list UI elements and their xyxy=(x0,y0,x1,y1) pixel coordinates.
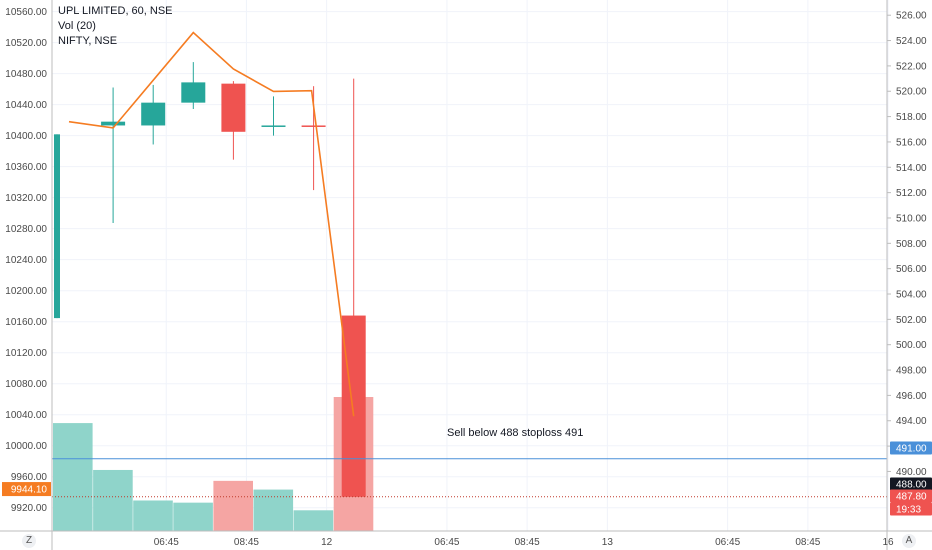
time-axis-tick-label: 12 xyxy=(321,537,333,548)
right-axis-tick-label: 490.00 xyxy=(896,467,927,478)
chart-legend: UPL LIMITED, 60, NSE Vol (20) NIFTY, NSE xyxy=(58,4,173,49)
candle-series xyxy=(54,62,366,497)
candle-body xyxy=(221,83,246,132)
left-axis-tick-label: 10400.00 xyxy=(5,131,47,142)
left-axis-tick-label: 10040.00 xyxy=(5,410,47,421)
right-axis-tick-label: 520.00 xyxy=(896,87,927,98)
left-axis-tick-label: 10160.00 xyxy=(5,317,47,328)
volume-bar xyxy=(93,469,133,531)
right-axis-tick-label: 526.00 xyxy=(896,11,927,22)
time-axis-tick-label: 06:45 xyxy=(434,537,459,548)
auto-scale-button[interactable]: A xyxy=(902,534,916,548)
left-axis: 10560.00 10520.00 10480.00 10440.00 10400.00… xyxy=(2,7,51,514)
time-axis-tick-label: 06:45 xyxy=(154,537,179,548)
left-axis-tick-label: 10120.00 xyxy=(5,348,47,359)
left-last-value-label: 9944.10 xyxy=(11,485,48,496)
legend-volume[interactable]: Vol (20) xyxy=(58,20,96,32)
volume-bar xyxy=(213,480,253,531)
time-axis: 06:45 08:45 12 06:45 08:45 13 06:45 08:45 16 xyxy=(154,537,894,548)
candle-body xyxy=(101,121,126,126)
left-axis-tick-label: 10440.00 xyxy=(5,100,47,111)
right-axis-tick-label: 510.00 xyxy=(896,213,927,224)
volume-bar xyxy=(253,489,294,531)
right-price-label: 487.80 xyxy=(896,492,927,503)
right-axis-tick-label: 518.00 xyxy=(896,112,927,123)
right-price-label-box xyxy=(890,502,932,516)
legend-symbol[interactable]: UPL LIMITED, 60, NSE xyxy=(58,5,173,17)
right-axis-tick-label: 506.00 xyxy=(896,264,927,275)
left-axis-tick-label: 10360.00 xyxy=(5,162,47,173)
right-axis-tick-label: 504.00 xyxy=(896,290,927,301)
volume-bar xyxy=(53,423,93,531)
right-axis-tick-label: 516.00 xyxy=(896,137,927,148)
left-axis-tick-label: 10480.00 xyxy=(5,69,47,80)
time-axis-tick-label: 08:45 xyxy=(795,537,820,548)
right-axis-tick-label: 494.00 xyxy=(896,416,927,427)
candle-body xyxy=(261,125,286,127)
time-axis-tick-label: 08:45 xyxy=(234,537,259,548)
left-axis-tick-label: 10280.00 xyxy=(5,224,47,235)
level-lines xyxy=(52,458,887,498)
left-axis-tick-label: 10320.00 xyxy=(5,193,47,204)
right-axis-tick-label: 514.00 xyxy=(896,163,927,174)
right-axis-tick-label: 500.00 xyxy=(896,340,927,351)
volume-bar xyxy=(293,510,334,531)
right-price-label-box xyxy=(890,489,932,503)
right-price-label-box xyxy=(890,477,932,491)
left-axis-tick-label: 10520.00 xyxy=(5,38,47,49)
right-axis-tick-label: 524.00 xyxy=(896,36,927,47)
time-axis-tick-label: 13 xyxy=(602,537,614,548)
left-axis-tick-label: 10000.00 xyxy=(5,441,47,452)
right-axis: 526.00 524.00 522.00 520.00 518.00 516.00 514.… xyxy=(887,11,932,516)
right-price-label: 19:33 xyxy=(896,505,921,516)
right-axis-tick-label: 512.00 xyxy=(896,188,927,199)
left-axis-tick-label: 10200.00 xyxy=(5,286,47,297)
left-axis-tick-label: 10560.00 xyxy=(5,7,47,18)
candle-body xyxy=(54,134,60,319)
nifty-line xyxy=(68,31,355,417)
left-axis-tick-label: 10240.00 xyxy=(5,255,47,266)
right-axis-tick-label: 508.00 xyxy=(896,239,927,250)
volume-bar xyxy=(133,500,173,531)
right-axis-tick-label: 502.00 xyxy=(896,315,927,326)
candle-body xyxy=(341,315,366,497)
left-axis-tick-label: 9960.00 xyxy=(11,472,48,483)
right-axis-tick-label: 522.00 xyxy=(896,61,927,72)
grid-lines xyxy=(52,0,889,531)
right-price-label: 491.00 xyxy=(896,444,927,455)
left-axis-tick-label: 9920.00 xyxy=(11,503,48,514)
timezone-button[interactable]: Z xyxy=(22,534,36,548)
right-price-label-box xyxy=(890,441,932,455)
candle-body xyxy=(301,125,326,127)
time-axis-tick-label: 08:45 xyxy=(515,537,540,548)
left-axis-tick-label: 10080.00 xyxy=(5,379,47,390)
legend-compare[interactable]: NIFTY, NSE xyxy=(58,35,118,47)
right-price-label: 488.00 xyxy=(896,480,927,491)
right-axis-tick-label: 498.00 xyxy=(896,366,927,377)
time-axis-tick-label: 16 xyxy=(882,537,894,548)
candle-body xyxy=(181,82,206,103)
volume-bar xyxy=(173,502,213,531)
time-axis-tick-label: 06:45 xyxy=(715,537,740,548)
right-axis-tick-label: 496.00 xyxy=(896,391,927,402)
candle-body xyxy=(141,102,166,126)
left-last-value-box xyxy=(2,482,51,497)
annotation-text: Sell below 488 stoploss 491 xyxy=(447,427,583,439)
